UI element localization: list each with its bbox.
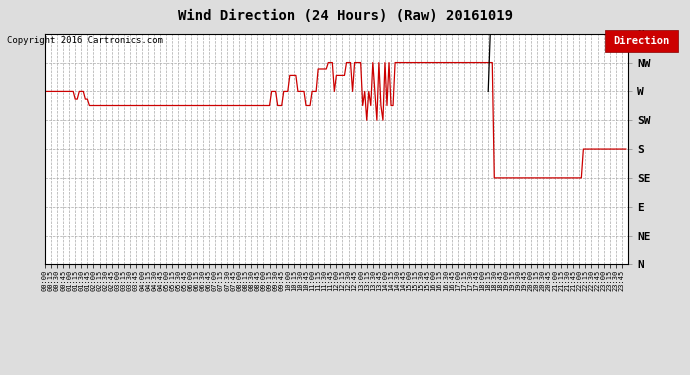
Text: Copyright 2016 Cartronics.com: Copyright 2016 Cartronics.com xyxy=(7,36,163,45)
Text: Direction: Direction xyxy=(613,36,669,46)
Text: Wind Direction (24 Hours) (Raw) 20161019: Wind Direction (24 Hours) (Raw) 20161019 xyxy=(177,9,513,23)
